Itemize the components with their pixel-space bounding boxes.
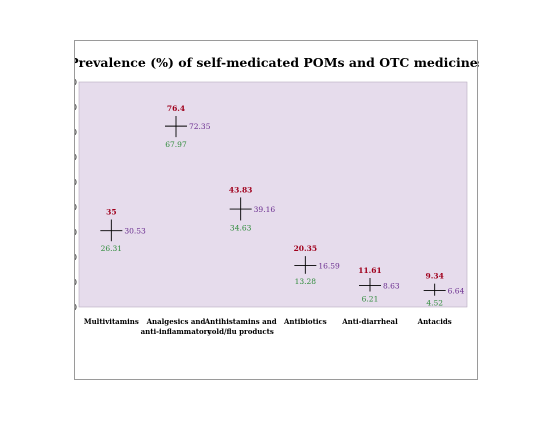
x-tick-label: Anti-diarrheal: [341, 317, 398, 326]
x-tick-label: Antihistamins and cold/flu products: [204, 317, 277, 336]
chart-frame: Prevalence (%) of self-medicated POMs an…: [74, 40, 479, 380]
y-tick-label: 50: [75, 178, 77, 187]
mid-value-label: 30.53: [124, 227, 146, 236]
mid-value-label: 8.63: [383, 281, 400, 290]
plot-area: [78, 81, 468, 308]
x-tick-label: Antacids: [417, 317, 452, 326]
y-tick-label: 10: [75, 278, 77, 287]
high-value-label: 35: [106, 208, 116, 217]
y-tick-label: 40: [75, 203, 77, 212]
mid-value-label: 39.16: [254, 205, 276, 214]
mid-value-label: 16.59: [318, 262, 340, 271]
high-value-label: 43.83: [229, 185, 253, 194]
mid-value-label: 72.35: [189, 122, 211, 131]
y-tick-label: 20: [75, 253, 77, 262]
mid-value-label: 6.64: [448, 286, 465, 295]
y-axis: 0 10 20 30 40 50 60 70 80 90: [75, 78, 77, 312]
x-tick-label: Antibiotics: [283, 317, 327, 326]
y-tick-label: 70: [75, 128, 77, 137]
x-axis: Multivitamins Analgesics and anti-inflamma…: [84, 317, 452, 336]
low-value-label: 13.28: [295, 277, 317, 286]
chart-title: Prevalence (%) of self-medicated POMs an…: [75, 55, 479, 70]
chart-svg: Prevalence (%) of self-medicated POMs an…: [75, 55, 479, 336]
y-tick-label: 0: [75, 303, 77, 312]
low-value-label: 6.21: [362, 294, 379, 303]
high-value-label: 9.34: [426, 272, 444, 281]
y-tick-label: 30: [75, 228, 77, 237]
low-value-label: 34.63: [230, 223, 252, 232]
low-value-label: 26.31: [101, 244, 122, 253]
high-value-label: 20.35: [294, 244, 318, 253]
y-tick-label: 80: [75, 103, 77, 112]
x-tick-label: Multivitamins: [84, 317, 139, 326]
x-tick-label: Analgesics and anti-inflammatory: [141, 317, 213, 336]
high-value-label: 11.61: [358, 266, 382, 275]
high-value-label: 76.4: [167, 104, 185, 113]
y-tick-label: 90: [75, 78, 77, 87]
y-tick-label: 60: [75, 153, 77, 162]
low-value-label: 67.97: [165, 140, 187, 149]
low-value-label: 4.52: [426, 299, 443, 308]
